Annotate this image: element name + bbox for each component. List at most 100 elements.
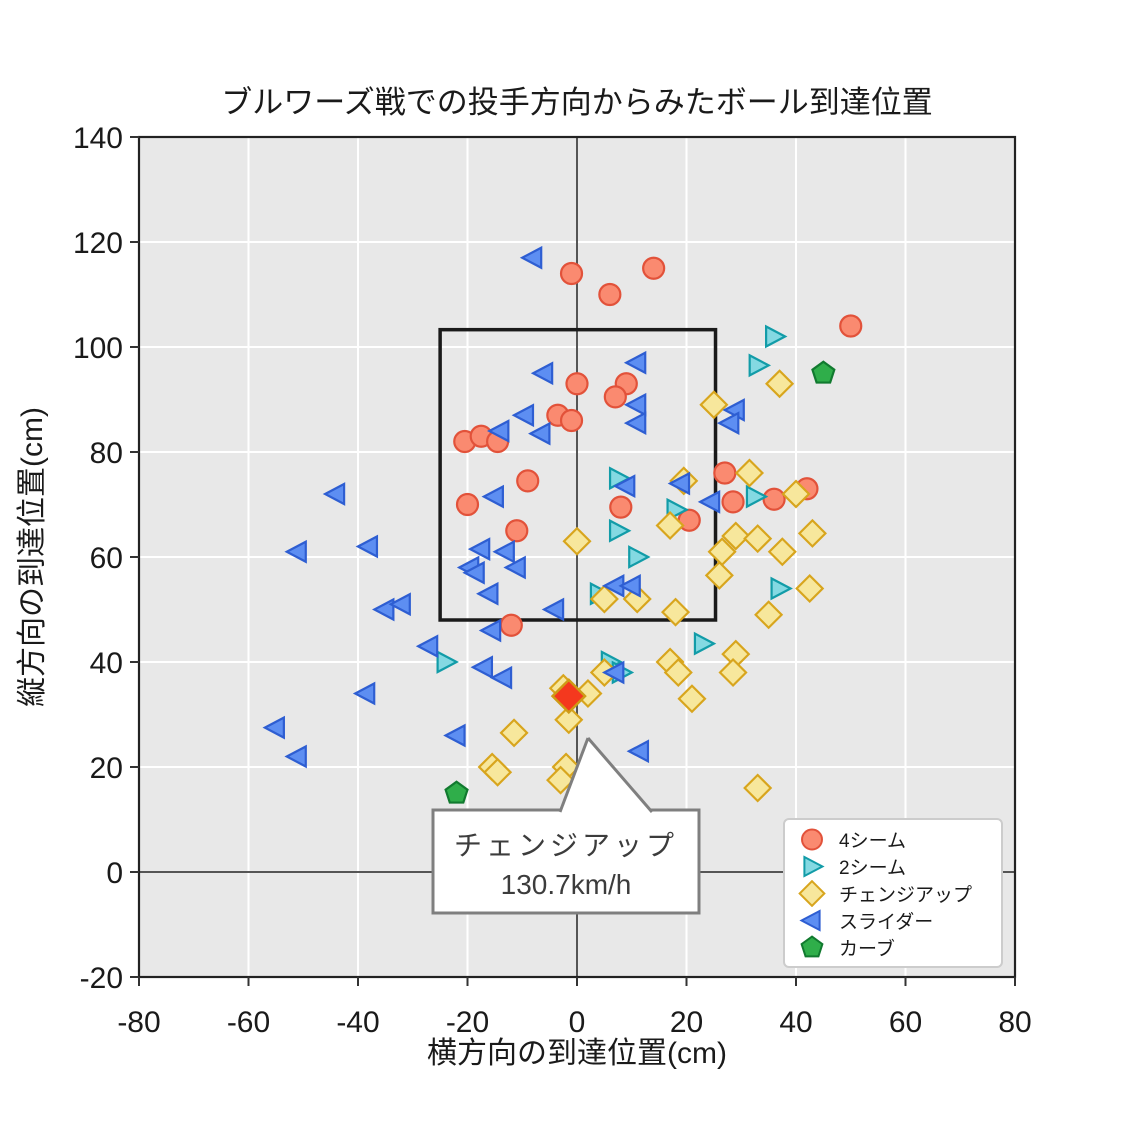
data-point[interactable] — [716, 411, 740, 435]
legend-item[interactable]: 2シーム — [795, 853, 991, 880]
data-point[interactable] — [693, 631, 717, 656]
data-point[interactable] — [660, 597, 691, 627]
data-point[interactable] — [745, 484, 769, 509]
data-point[interactable] — [455, 492, 480, 517]
scatter-points — [262, 245, 863, 804]
triangle-right-legend-icon — [803, 855, 825, 878]
data-point[interactable] — [352, 681, 376, 706]
data-point[interactable] — [623, 350, 647, 375]
data-point[interactable] — [415, 634, 439, 659]
legend-item[interactable]: スライダー — [795, 907, 991, 934]
data-point[interactable] — [697, 490, 721, 514]
circle-marker[interactable] — [801, 828, 823, 851]
data-point[interactable] — [505, 519, 529, 543]
data-point[interactable] — [795, 573, 825, 604]
data-point[interactable] — [503, 555, 526, 580]
data-point[interactable] — [565, 372, 589, 396]
data-point[interactable] — [476, 581, 499, 606]
legend-item[interactable]: カーブ — [795, 934, 991, 961]
data-point[interactable] — [743, 773, 773, 803]
triangle-left-marker[interactable] — [799, 909, 821, 932]
data-point[interactable] — [462, 560, 485, 585]
data-point[interactable] — [546, 765, 576, 795]
selected-data-point[interactable] — [550, 678, 587, 715]
circle-legend-icon — [801, 828, 823, 851]
data-point[interactable] — [699, 390, 729, 420]
data-point[interactable] — [284, 539, 307, 564]
data-point[interactable] — [511, 403, 535, 428]
data-point[interactable] — [718, 657, 748, 688]
pentagon-marker[interactable] — [800, 935, 824, 958]
data-point[interactable] — [519, 245, 543, 270]
data-point[interactable] — [483, 757, 513, 787]
data-point[interactable] — [486, 419, 510, 443]
legend-item[interactable]: チェンジアップ — [795, 880, 991, 907]
data-point[interactable] — [262, 715, 285, 740]
data-point[interactable] — [781, 479, 811, 509]
data-point[interactable] — [765, 369, 795, 399]
data-point[interactable] — [489, 665, 513, 690]
data-point[interactable] — [470, 655, 494, 680]
data-point[interactable] — [743, 524, 773, 554]
data-point[interactable] — [704, 560, 734, 590]
data-point[interactable] — [734, 458, 765, 488]
data-point[interactable] — [481, 484, 504, 509]
data-point[interactable] — [612, 474, 636, 498]
data-point[interactable] — [562, 526, 592, 556]
data-point[interactable] — [762, 487, 786, 511]
data-point[interactable] — [589, 584, 619, 614]
data-point[interactable] — [623, 392, 647, 417]
data-point[interactable] — [667, 471, 691, 496]
data-point[interactable] — [770, 576, 793, 601]
diamond-marker[interactable] — [798, 880, 826, 907]
data-point[interactable] — [541, 597, 565, 622]
data-point[interactable] — [754, 600, 784, 630]
data-point[interactable] — [601, 660, 625, 685]
data-point[interactable] — [608, 518, 632, 543]
data-point[interactable] — [598, 282, 622, 307]
data-point[interactable] — [372, 597, 395, 622]
data-point[interactable] — [554, 705, 584, 735]
tooltip-callout: チェンジアップ 130.7km/h — [431, 737, 701, 915]
data-point[interactable] — [499, 718, 529, 748]
data-point[interactable] — [713, 461, 737, 485]
data-point[interactable] — [642, 256, 666, 280]
data-point[interactable] — [436, 650, 459, 674]
data-point[interactable] — [797, 518, 827, 548]
data-point[interactable] — [811, 360, 836, 384]
data-point[interactable] — [839, 314, 863, 338]
data-point[interactable] — [622, 584, 652, 614]
data-point[interactable] — [628, 545, 651, 569]
data-point[interactable] — [626, 739, 650, 764]
data-point[interactable] — [322, 482, 346, 506]
legend-item[interactable]: 4シーム — [795, 826, 991, 853]
data-point[interactable] — [623, 411, 647, 435]
x-axis-label: 横方向の到達位置(cm) — [427, 1037, 727, 1070]
data-point[interactable] — [516, 469, 540, 493]
data-point[interactable] — [444, 780, 469, 804]
data-point[interactable] — [284, 744, 307, 769]
data-point[interactable] — [721, 490, 745, 514]
data-point[interactable] — [559, 261, 584, 286]
data-point[interactable] — [355, 534, 379, 559]
data-point[interactable] — [467, 537, 491, 561]
data-point[interactable] — [663, 657, 693, 688]
data-point[interactable] — [443, 723, 466, 748]
data-point[interactable] — [492, 539, 515, 564]
triangle-right-marker[interactable] — [803, 855, 825, 878]
data-point[interactable] — [655, 510, 685, 541]
data-point[interactable] — [528, 421, 551, 446]
data-point[interactable] — [478, 618, 502, 643]
data-point[interactable] — [388, 592, 411, 617]
data-point[interactable] — [721, 521, 751, 551]
data-point[interactable] — [767, 537, 797, 567]
data-point[interactable] — [764, 324, 788, 349]
data-point[interactable] — [609, 495, 633, 519]
data-point[interactable] — [530, 361, 554, 386]
data-point[interactable] — [603, 385, 627, 409]
data-point[interactable] — [559, 408, 584, 433]
data-point[interactable] — [618, 574, 641, 598]
data-point[interactable] — [499, 613, 523, 637]
data-point[interactable] — [748, 353, 772, 378]
data-point[interactable] — [677, 684, 707, 714]
